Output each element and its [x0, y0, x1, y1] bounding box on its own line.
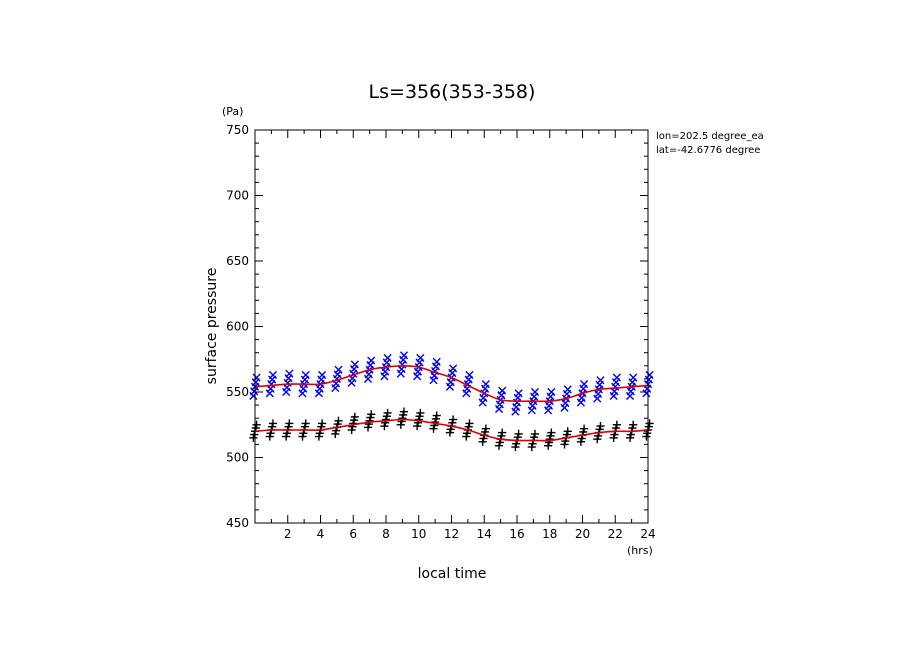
plus-marker-point [252, 420, 261, 429]
y-tick-label: 550 [226, 385, 249, 399]
x-marker-point [350, 360, 359, 369]
x-tick-label: 16 [509, 527, 524, 541]
x-marker-point [465, 370, 474, 380]
plus-marker-point [268, 419, 278, 428]
x-tick-label: 12 [444, 527, 459, 541]
y-tick-label: 600 [226, 320, 249, 334]
plus-marker-point [301, 419, 310, 428]
y-tick-label: 750 [226, 123, 249, 137]
y-unit-label: (Pa) [222, 105, 243, 118]
y-tick-label: 650 [226, 254, 249, 268]
fit-curve-line [254, 418, 649, 442]
x-marker-point [596, 376, 605, 385]
y-tick-label: 450 [226, 516, 249, 530]
x-marker-point [399, 351, 409, 360]
plus-marker-point [530, 429, 540, 439]
plus-marker-point [416, 408, 425, 418]
x-marker-point [432, 357, 441, 366]
plus-marker-point [350, 412, 359, 421]
plus-marker-point [612, 420, 621, 429]
plus-marker-point [596, 421, 605, 431]
annotation-lat: lat=-42.6776 degree [656, 145, 760, 156]
chart-title: Ls=356(353-358) [369, 81, 536, 103]
x-marker-point [580, 380, 589, 389]
axis-ticks: 2 4 6 8 10 12 14 16 18 20 22 2445050055060065070075… [226, 123, 656, 541]
plus-marker-point [580, 424, 589, 433]
x-tick-label: 4 [317, 527, 325, 541]
fit-curve-line [254, 364, 649, 403]
plus-marker-point [563, 427, 572, 436]
annotation-lon: lon=202.5 degree_ea [656, 131, 764, 142]
x-tick-label: 24 [640, 527, 655, 541]
x-tick-label: 8 [382, 527, 390, 541]
x-tick-label: 10 [411, 527, 426, 541]
x-marker-point [645, 370, 654, 380]
x-marker-point [498, 386, 507, 395]
plot-frame [254, 129, 649, 524]
plus-marker-point [367, 410, 376, 419]
plus-marker-point [318, 419, 327, 428]
x-marker-point [530, 387, 540, 397]
x-marker-point [383, 353, 392, 363]
plus-marker-point [498, 428, 507, 437]
plus-marker-point [629, 420, 638, 429]
plus-marker-point [547, 428, 556, 437]
plus-marker-point [383, 408, 392, 418]
plus-marker-point [334, 416, 343, 425]
data-marks [249, 351, 654, 452]
plus-marker-point [449, 415, 458, 424]
x-tick-label: 14 [477, 527, 492, 541]
x-unit-label: (hrs) [627, 544, 653, 557]
x-marker-point [334, 365, 343, 374]
x-tick-label: 2 [284, 527, 292, 541]
x-marker-point [547, 387, 556, 397]
x-marker-point [252, 373, 261, 382]
x-tick-label: 18 [542, 527, 557, 541]
x-marker-point [563, 385, 572, 394]
y-axis-label: surface pressure [204, 268, 220, 385]
plus-marker-point [645, 419, 654, 428]
x-axis-label: local time [418, 566, 487, 582]
x-marker-point [285, 369, 294, 378]
plus-marker-point [432, 411, 441, 420]
plus-marker-point [399, 407, 409, 416]
x-marker-point [301, 370, 310, 380]
plus-marker-point [465, 419, 474, 428]
x-marker-point [629, 373, 638, 382]
x-marker-point [481, 380, 490, 389]
x-marker-point [268, 370, 278, 380]
x-marker-point [416, 353, 425, 363]
plus-marker-point [285, 419, 294, 428]
x-marker-point [367, 356, 376, 365]
x-marker-point [449, 364, 458, 373]
x-marker-point [612, 373, 621, 382]
x-marker-point [318, 370, 327, 380]
x-tick-label: 22 [608, 527, 623, 541]
x-marker-point [514, 389, 523, 398]
y-tick-label: 500 [226, 451, 249, 465]
plus-marker-point [481, 424, 490, 433]
x-tick-label: 20 [575, 527, 590, 541]
x-tick-label: 6 [349, 527, 357, 541]
y-tick-label: 700 [226, 189, 249, 203]
plus-marker-point [514, 429, 523, 439]
